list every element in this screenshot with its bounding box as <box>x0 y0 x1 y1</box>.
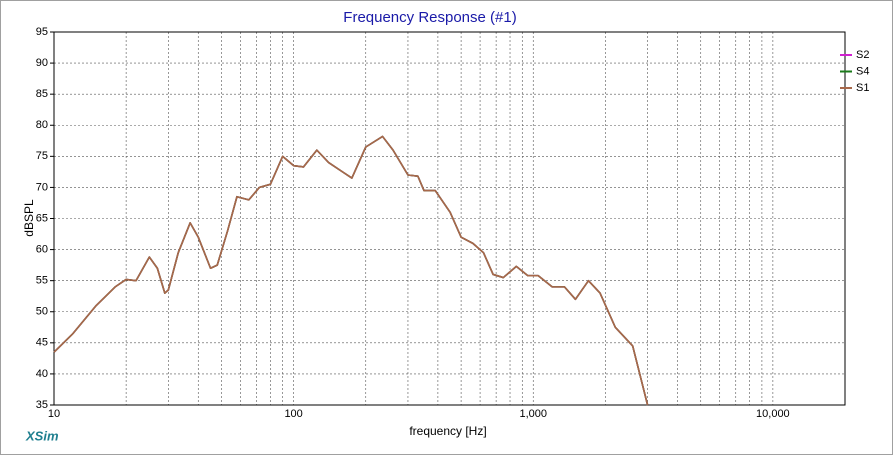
y-tick-label: 70 <box>36 181 48 193</box>
y-tick-label: 55 <box>36 275 48 287</box>
chart-title: Frequency Response (#1) <box>343 9 516 26</box>
y-tick-label: 50 <box>36 306 48 318</box>
y-tick-label: 45 <box>36 337 48 349</box>
plot-border <box>53 31 846 406</box>
y-axis-label: dBSPL <box>22 199 36 237</box>
legend-label: S2 <box>856 49 869 61</box>
y-tick-label: 85 <box>36 88 48 100</box>
y-tick-label: 65 <box>36 212 48 224</box>
y-tick-label: 90 <box>36 57 48 69</box>
legend-label: S4 <box>856 65 869 77</box>
x-tick-label: 10,000 <box>756 408 790 420</box>
y-tick-label: 95 <box>36 26 48 38</box>
y-tick-label: 75 <box>36 150 48 162</box>
y-tick-label: 35 <box>36 399 48 411</box>
brand-logo: XSim <box>25 428 59 443</box>
y-tick-label: 40 <box>36 368 48 380</box>
x-tick-label: 10 <box>48 408 60 420</box>
x-tick-label: 1,000 <box>519 408 547 420</box>
x-axis-label: frequency [Hz] <box>409 424 486 438</box>
legend-label: S1 <box>856 82 869 94</box>
series-line <box>53 135 649 406</box>
plot-area <box>54 32 845 405</box>
y-tick-label: 60 <box>36 243 48 255</box>
x-tick-label: 100 <box>284 408 302 420</box>
y-tick-label: 80 <box>36 119 48 131</box>
